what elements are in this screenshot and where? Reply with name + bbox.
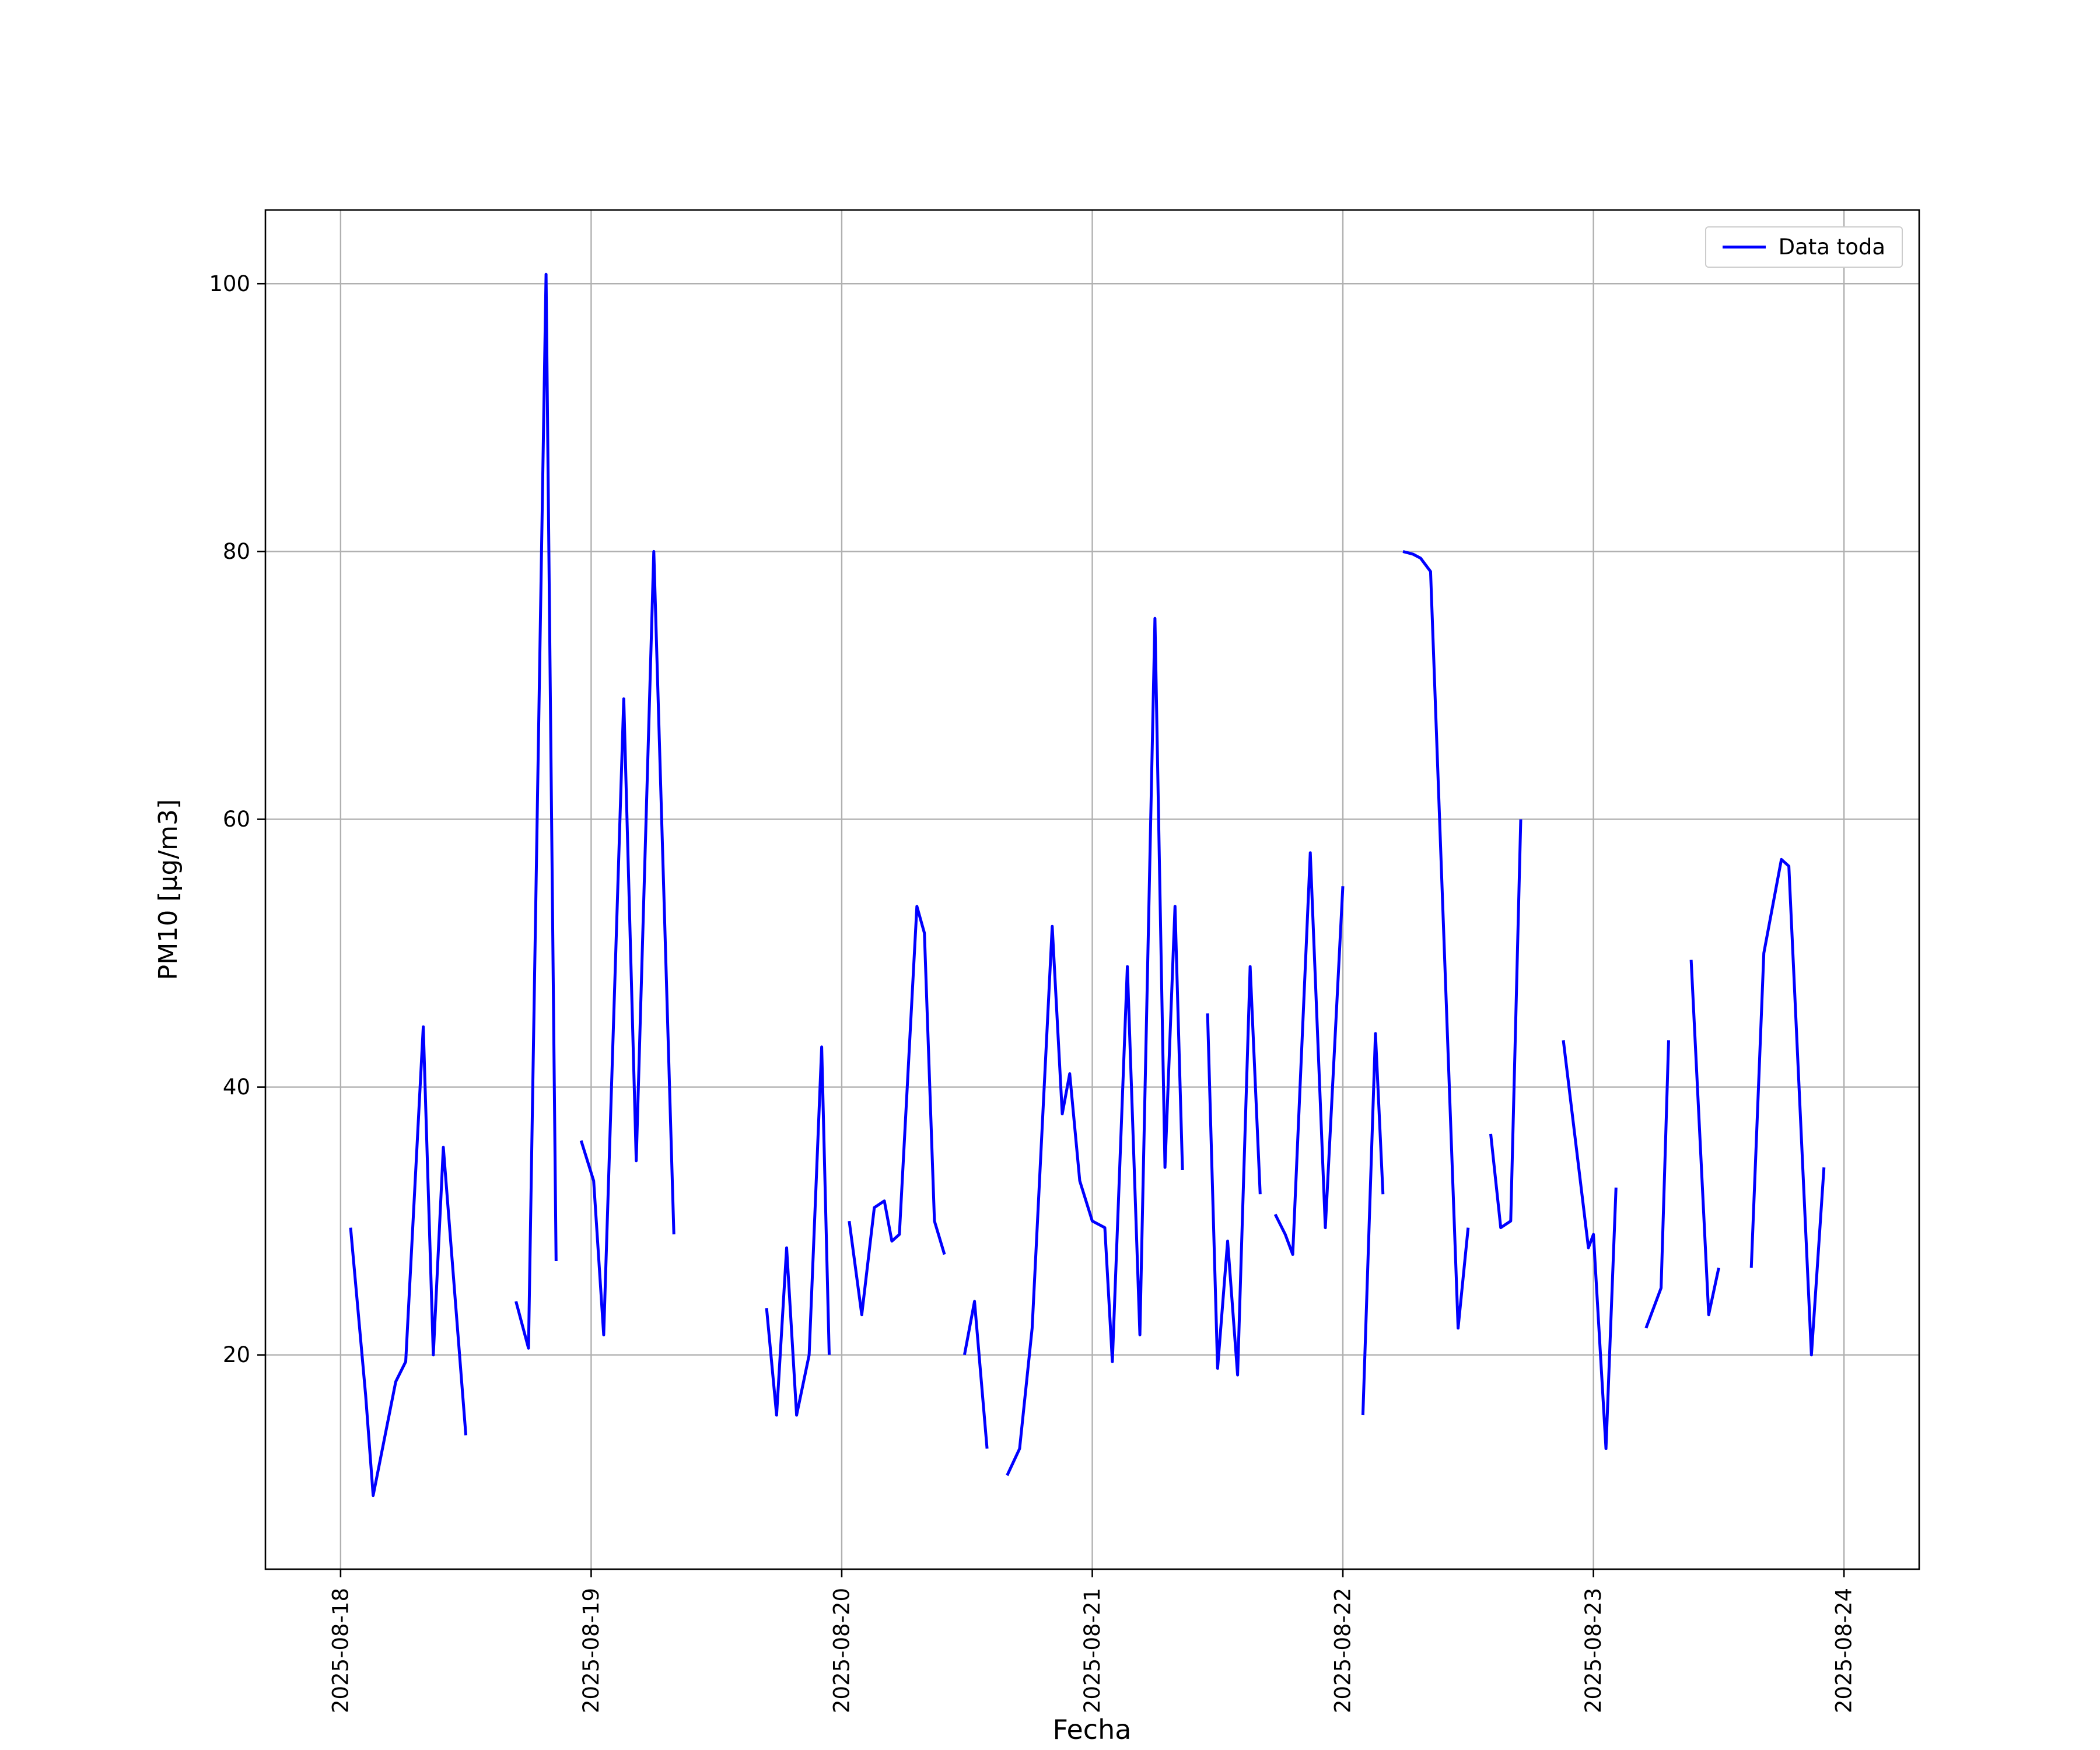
data-line-segment [1361, 1032, 1385, 1416]
data-line-segment [1402, 550, 1470, 1330]
legend-label: Data toda [1778, 235, 1885, 260]
x-tick-label: 2025-08-18 [328, 1588, 353, 1713]
data-line-segment [1749, 858, 1826, 1357]
data-line-segment [1562, 1040, 1618, 1450]
y-tick-label: 60 [223, 807, 250, 832]
x-tick-label: 2025-08-20 [829, 1588, 854, 1713]
data-line-segment [1273, 851, 1345, 1256]
data-line-segment [848, 905, 946, 1317]
data-line-segment [1489, 819, 1522, 1230]
x-tick-label: 2025-08-21 [1080, 1588, 1105, 1713]
data-line-segment [514, 272, 558, 1350]
data-line-segment [765, 1045, 831, 1417]
data-line-segment [1006, 617, 1184, 1476]
legend: Data toda [1704, 226, 1903, 268]
x-tick-label: 2025-08-19 [579, 1588, 604, 1713]
y-tick-label: 80 [223, 539, 250, 564]
data-line-segment [349, 1025, 468, 1497]
legend-line-swatch [1722, 246, 1766, 249]
y-tick-label: 20 [223, 1342, 250, 1367]
x-axis-label: Fecha [1052, 1714, 1132, 1745]
x-tick-label: 2025-08-23 [1581, 1588, 1606, 1713]
data-line-segment [1644, 1040, 1670, 1329]
data-line-segment [1689, 960, 1720, 1317]
x-tick-label: 2025-08-24 [1832, 1588, 1857, 1713]
y-tick-label: 40 [223, 1074, 250, 1100]
x-tick-label: 2025-08-22 [1331, 1588, 1356, 1713]
data-line-segment [579, 550, 676, 1336]
data-line-segment [963, 1300, 989, 1449]
data-line-segment [1206, 965, 1262, 1377]
y-axis-label: PM10 [µg/m3] [153, 799, 183, 981]
y-tick-label: 100 [209, 271, 250, 296]
